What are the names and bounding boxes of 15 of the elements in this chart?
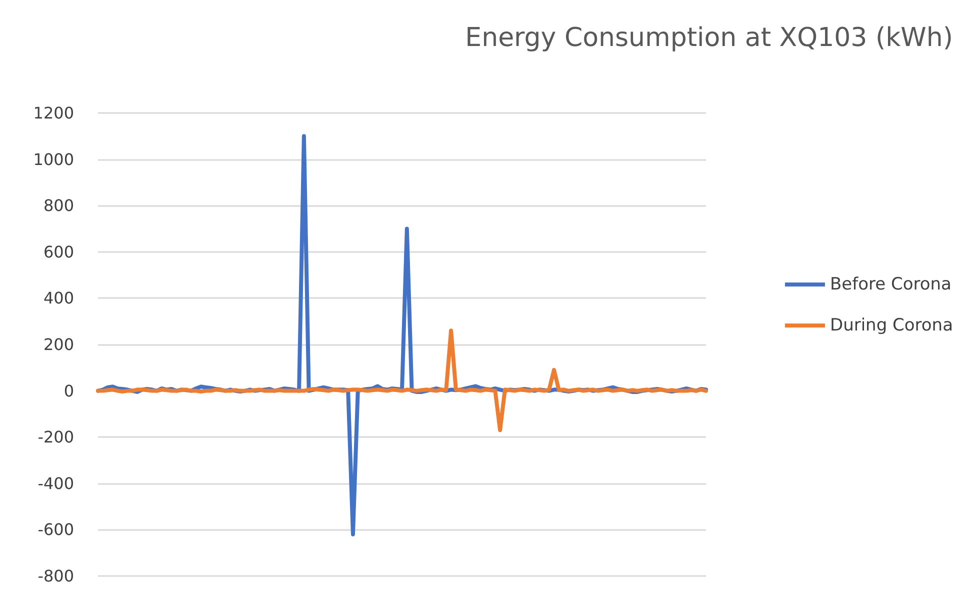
- y-tick-label: 400: [43, 288, 74, 308]
- y-tick-label: -800: [38, 566, 74, 586]
- y-tick-label: 1200: [33, 104, 74, 122]
- y-tick-label: -400: [38, 474, 74, 493]
- y-tick-label: 0: [64, 381, 74, 400]
- y-tick-label: -600: [38, 520, 74, 540]
- y-tick-label: 600: [43, 242, 74, 262]
- chart-title: Energy Consumption at XQ103 (kWh): [465, 23, 953, 53]
- y-tick-label: 800: [43, 196, 74, 216]
- y-tick-label: -200: [38, 428, 74, 447]
- line-series: [96, 328, 708, 432]
- legend-label: Before Corona: [830, 274, 952, 294]
- y-tick-label: 1000: [33, 150, 74, 169]
- legend-label: During Corona: [830, 316, 954, 336]
- y-tick-label: 200: [43, 335, 74, 354]
